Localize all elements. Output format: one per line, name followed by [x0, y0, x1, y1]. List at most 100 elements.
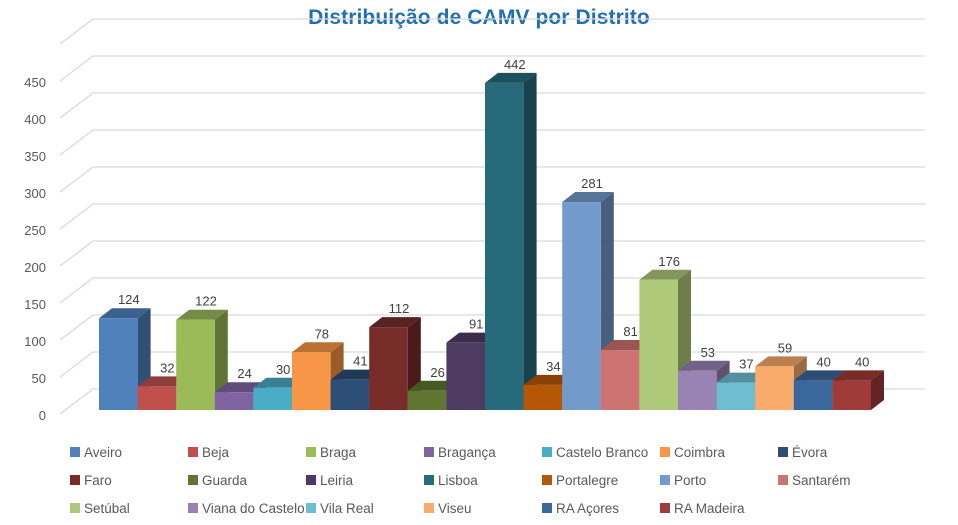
legend-label: Viseu: [438, 500, 472, 516]
legend-swatch: [306, 447, 316, 457]
bar-front: [214, 392, 254, 410]
y-tick-label: 0: [39, 408, 46, 423]
legend-item: Lisboa: [424, 470, 478, 490]
legend-item: Setúbal: [70, 498, 130, 518]
legend-label: Évora: [792, 444, 828, 460]
bar-front: [99, 318, 138, 410]
legend-item: Leiria: [306, 470, 353, 490]
bar-top: [832, 370, 884, 381]
bar-lisboa: [485, 72, 537, 411]
legend-label: Guarda: [202, 472, 248, 488]
bar-front: [678, 370, 717, 410]
data-label: 122: [195, 294, 217, 309]
bar-front: [639, 279, 678, 410]
legend-swatch: [306, 503, 316, 513]
legend-label: Portalegre: [556, 472, 619, 488]
data-label: 40: [816, 354, 830, 369]
legend-item: RA Açores: [542, 498, 619, 518]
legend-label: Leiria: [320, 472, 354, 488]
data-label: 442: [504, 57, 526, 72]
legend-label: Santarém: [792, 472, 851, 488]
legend-label: RA Açores: [556, 500, 620, 516]
data-label: 281: [581, 176, 603, 191]
bar-top: [369, 317, 421, 328]
legend-swatch: [188, 503, 198, 513]
bar-braga: [176, 309, 228, 410]
data-label: 81: [623, 324, 637, 339]
bar-front: [485, 82, 524, 411]
bar-side: [871, 370, 884, 410]
legend-item: Castelo Branco: [542, 442, 648, 462]
data-label: 176: [658, 254, 680, 269]
legend-label: RA Madeira: [674, 500, 745, 516]
legend-item: Vila Real: [306, 498, 374, 518]
gridline: [59, 92, 925, 119]
bar-top: [678, 360, 730, 371]
legend-label: Beja: [202, 444, 230, 460]
legend-label: Viana do Castelo: [202, 500, 305, 516]
legend-swatch: [424, 475, 434, 485]
data-label: 78: [315, 326, 329, 341]
data-label: 30: [276, 362, 290, 377]
bar-front: [407, 390, 447, 410]
chart-plot-area: 0 50 100 150 200 250 300 350 400 450 124 32 122 24 30…: [24, 18, 925, 423]
bar-ra-madeira: [832, 370, 884, 410]
legend-item: Viana do Castelo: [188, 498, 305, 518]
legend-label: Braga: [320, 444, 357, 460]
bar-front: [523, 384, 563, 410]
legend-item: Santarém: [778, 470, 851, 490]
legend-item: Beja: [188, 442, 229, 462]
legend-item: Évora: [778, 442, 827, 462]
legend-item: Braga: [306, 442, 356, 462]
bar-top: [176, 309, 228, 320]
bar-front: [292, 352, 331, 410]
bar-front: [137, 386, 177, 410]
legend-item: Faro: [70, 470, 112, 490]
legend-swatch: [188, 475, 198, 485]
legend-item: Porto: [660, 470, 706, 490]
legend-swatch: [306, 475, 316, 485]
bars: [99, 72, 884, 411]
legend-swatch: [70, 447, 80, 457]
legend-label: Setúbal: [84, 500, 130, 516]
legend-item: Guarda: [188, 470, 247, 490]
data-labels: 124 32 122 24 30 78 41 112 26 91 442 34 281 81 176 53 37…: [118, 57, 869, 381]
legend-swatch: [70, 503, 80, 513]
data-label: 34: [546, 359, 560, 374]
gridline: [59, 129, 925, 156]
legend-swatch: [70, 475, 80, 485]
y-tick-label: 200: [24, 260, 46, 275]
bar-side: [523, 72, 537, 411]
y-tick-label: 300: [24, 186, 46, 201]
legend-swatch: [660, 475, 670, 485]
gridline: [59, 166, 925, 193]
bar-front: [832, 380, 871, 410]
bar-top: [562, 192, 614, 203]
legend-label: Lisboa: [438, 472, 478, 488]
legend-label: Castelo Branco: [556, 444, 649, 460]
bar-front: [716, 382, 756, 410]
bar-top: [485, 72, 537, 83]
bar-front: [369, 327, 408, 410]
bar-top: [755, 356, 807, 367]
legend-swatch: [542, 503, 552, 513]
y-tick-label: 50: [32, 371, 46, 386]
legend-item: Viseu: [424, 498, 472, 518]
legend-item: RA Madeira: [660, 498, 745, 518]
bar-top: [793, 370, 846, 381]
legend-swatch: [778, 447, 788, 457]
legend-item: Coimbra: [660, 442, 725, 462]
data-label: 32: [160, 360, 174, 375]
legend-swatch: [542, 475, 552, 485]
bar-top: [639, 269, 691, 280]
bar-top: [99, 308, 151, 319]
gridline: [59, 240, 925, 267]
bar-front: [446, 342, 485, 410]
legend-swatch: [188, 447, 198, 457]
bar-top: [292, 342, 344, 353]
data-label: 41: [353, 354, 367, 369]
data-label: 53: [701, 345, 715, 360]
data-label: 40: [855, 354, 869, 369]
data-label: 26: [430, 365, 444, 380]
legend-swatch: [778, 475, 788, 485]
